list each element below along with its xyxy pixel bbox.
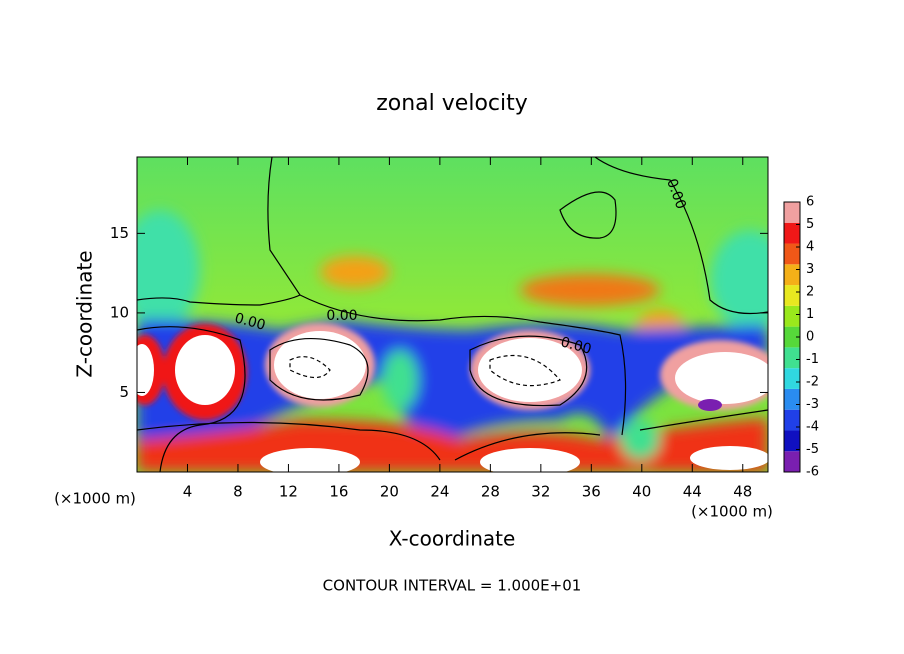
colorbar-band	[784, 388, 800, 410]
x-tick-label: 16	[329, 483, 348, 501]
colorbar-tick-label: -5	[806, 442, 819, 457]
colorbar-tick-label: -6	[806, 465, 819, 480]
y-unit: (×1000 m)	[54, 490, 136, 508]
x-tick-label: 36	[582, 483, 601, 501]
chart-title: zonal velocity	[376, 91, 528, 116]
x-tick-label: 40	[632, 483, 651, 501]
x-tick-label: 8	[233, 483, 243, 501]
colorbar-band	[784, 243, 800, 265]
colorbar-band	[784, 222, 800, 244]
y-tick-label: 15	[110, 224, 129, 242]
colorbar-band	[784, 430, 800, 452]
contour-label: 0.00	[559, 334, 593, 358]
plot-frame	[136, 156, 769, 473]
x-tick-label: 44	[683, 483, 702, 501]
colorbar-band	[784, 326, 800, 348]
x-tick-label: 24	[430, 483, 449, 501]
y-tick-label: 10	[110, 303, 129, 321]
footnote: CONTOUR INTERVAL = 1.000E+01	[323, 577, 582, 595]
x-tick-label: 48	[733, 483, 752, 501]
x-tick-label: 20	[380, 483, 399, 501]
colorbar-tick-label: -3	[806, 397, 819, 412]
colorbar-tick-label: -2	[806, 375, 819, 390]
contour-label: 0.00	[233, 310, 267, 334]
colorbar-tick-label: 5	[806, 217, 814, 232]
colorbar-band	[784, 451, 800, 472]
x-tick-label: 28	[481, 483, 500, 501]
colorbar-tick-label: -4	[806, 420, 819, 435]
colorbar-tick-label: -1	[806, 352, 819, 367]
y-axis-label: Z-coordinate	[73, 250, 97, 377]
colorbar-band	[784, 305, 800, 327]
colorbar-band	[784, 202, 800, 223]
field	[137, 157, 768, 472]
x-tick-label: 12	[279, 483, 298, 501]
colorbar-band	[784, 368, 800, 389]
colorbar-band	[784, 285, 800, 306]
colorbar-band	[784, 264, 800, 286]
x-unit: (×1000 m)	[691, 503, 773, 521]
y-tick-label: 5	[119, 383, 129, 401]
colorbar-tick-label: 4	[806, 240, 814, 255]
colorbar-tick-label: 6	[806, 195, 814, 210]
x-tick-label: 32	[531, 483, 550, 501]
colorbar-tick-label: 3	[806, 262, 814, 277]
colorbar-band	[784, 409, 800, 431]
colorbar-band	[784, 347, 800, 369]
colorbar-tick-label: 2	[806, 285, 814, 300]
colorbar-tick-label: 1	[806, 307, 814, 322]
x-tick-label: 4	[183, 483, 193, 501]
colorbar-tick-label: 0	[806, 330, 814, 345]
contour-label: 0.00	[326, 308, 357, 324]
x-axis-label: X-coordinate	[389, 527, 516, 551]
